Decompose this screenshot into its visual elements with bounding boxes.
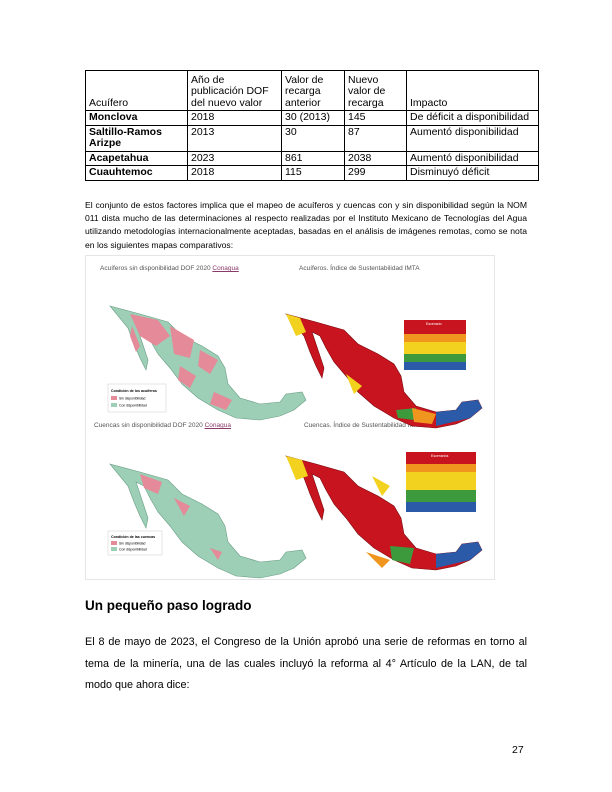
table-cell: 30 bbox=[281, 124, 345, 152]
map-title-top-left: Acuíferos sin disponibilidad DOF 2020 Co… bbox=[100, 265, 239, 272]
comparative-maps-figure: Acuíferos sin disponibilidad DOF 2020 Co… bbox=[85, 255, 495, 580]
table-cell: 115 bbox=[281, 165, 345, 181]
map-title-bottom-left: Cuencas sin disponibilidad DOF 2020 Cona… bbox=[94, 422, 231, 429]
table-cell: 87 bbox=[344, 124, 407, 152]
legend-swatch-con bbox=[111, 547, 117, 551]
table-cell: 861 bbox=[281, 150, 345, 166]
section-title: Un pequeño paso logrado bbox=[85, 598, 252, 613]
table-cell: Cuauhtemoc bbox=[85, 165, 188, 181]
aquifer-table: Acuífero Año de publicación DOF del nuev… bbox=[85, 70, 539, 181]
legend-heading: Condición de las cuencas bbox=[111, 535, 155, 539]
table-header-cell: Acuífero bbox=[85, 70, 188, 111]
table-header-row: Acuífero Año de publicación DOF del nuev… bbox=[85, 70, 539, 111]
legend-heading: Condición de los acuíferos bbox=[111, 389, 157, 393]
imta-legend-top: Escenario bbox=[404, 320, 466, 370]
legend-label-con: Con disponibilidad bbox=[119, 548, 147, 552]
table-cell: 299 bbox=[344, 165, 407, 181]
table-cell: 145 bbox=[344, 110, 407, 126]
paragraph-maps-intro: El conjunto de estos factores implica qu… bbox=[85, 200, 527, 250]
legend-swatch-sin bbox=[111, 541, 117, 545]
legend-label-con: Con disponibilidad bbox=[119, 404, 147, 408]
table-cell: Monclova bbox=[85, 110, 188, 126]
table-row: Saltillo-Ramos Arizpe 2013 30 87 Aumentó… bbox=[85, 124, 539, 152]
maps-graphic: Condición de los acuíferos Sin disponibi… bbox=[107, 305, 483, 579]
legend-swatch-sin bbox=[111, 396, 117, 400]
imta-legend-heading: Escenarios bbox=[431, 454, 449, 458]
table-header-cell: Nuevo valor de recarga bbox=[344, 70, 407, 111]
table-row: Monclova 2018 30 (2013) 145 De déficit a… bbox=[85, 110, 539, 126]
table-cell: Aumentó disponibilidad bbox=[406, 124, 539, 152]
legend-acuiferos: Condición de los acuíferos Sin disponibi… bbox=[107, 383, 167, 413]
table-cell: 2018 bbox=[187, 165, 282, 181]
imta-legend-heading: Escenario bbox=[426, 322, 442, 326]
imta-legend-bottom: Escenarios bbox=[406, 452, 476, 512]
table-cell: 30 (2013) bbox=[281, 110, 345, 126]
paragraph-reform: El 8 de mayo de 2023, el Congreso de la … bbox=[85, 636, 527, 691]
map-acuiferos-imta bbox=[285, 313, 483, 429]
table-cell: 2013 bbox=[187, 124, 282, 152]
legend-swatch-con bbox=[111, 403, 117, 407]
table-cell: 2038 bbox=[344, 150, 407, 166]
table-cell: Acapetahua bbox=[85, 150, 188, 166]
table-cell: 2023 bbox=[187, 150, 282, 166]
table-cell: Aumentó disponibilidad bbox=[406, 150, 539, 166]
map-acuiferos-conagua bbox=[109, 305, 307, 421]
table-cell: De déficit a disponibilidad bbox=[406, 110, 539, 126]
map-title-bottom-right: Cuencas. Índice de Sustentabilidad IMTA bbox=[304, 422, 423, 429]
table-header-cell: Año de publicación DOF del nuevo valor bbox=[187, 70, 282, 111]
legend-label-sin: Sin disponibilidad bbox=[119, 542, 146, 546]
legend-cuencas: Condición de las cuencas Sin disponibili… bbox=[107, 530, 163, 556]
table-cell: Disminuyó déficit bbox=[406, 165, 539, 181]
table-cell: 2018 bbox=[187, 110, 282, 126]
table-row: Cuauhtemoc 2018 115 299 Disminuyó défici… bbox=[85, 165, 539, 181]
table-row: Acapetahua 2023 861 2038 Aumentó disponi… bbox=[85, 150, 539, 166]
table-header-cell: Valor de recarga anterior bbox=[281, 70, 345, 111]
map-cuencas-imta bbox=[285, 455, 483, 571]
page-number: 27 bbox=[512, 744, 524, 756]
map-cuencas-conagua bbox=[109, 463, 307, 579]
table-cell: Saltillo-Ramos Arizpe bbox=[85, 124, 188, 152]
legend-label-sin: Sin disponibilidad bbox=[119, 397, 146, 401]
map-title-top-right: Acuíferos. Índice de Sustentabilidad IMT… bbox=[299, 265, 420, 272]
table-header-cell: Impacto bbox=[406, 70, 539, 111]
